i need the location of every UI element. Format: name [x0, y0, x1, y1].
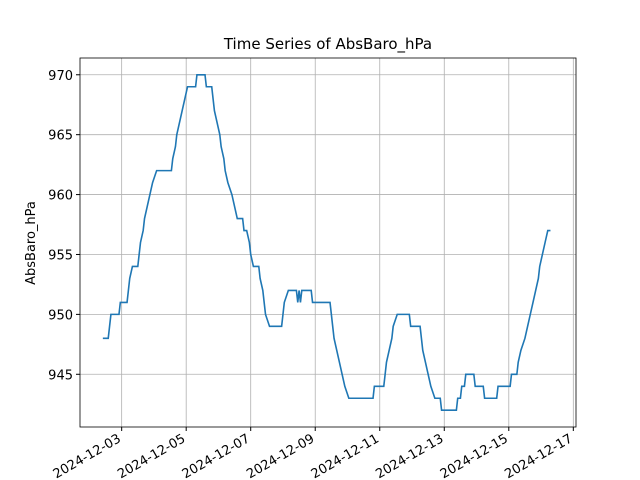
- y-tick-label: 955: [48, 248, 73, 263]
- chart-title: Time Series of AbsBaro_hPa: [223, 35, 432, 54]
- y-tick-label: 945: [48, 368, 73, 383]
- y-tick-label: 965: [48, 129, 73, 144]
- y-tick-label: 960: [48, 189, 73, 204]
- series-line: [102, 73, 551, 412]
- y-axis-label: AbsBaro_hPa: [24, 201, 39, 285]
- y-tick-label: 950: [48, 308, 73, 323]
- y-tick-label: 970: [48, 69, 73, 84]
- plot-frame: [79, 57, 577, 428]
